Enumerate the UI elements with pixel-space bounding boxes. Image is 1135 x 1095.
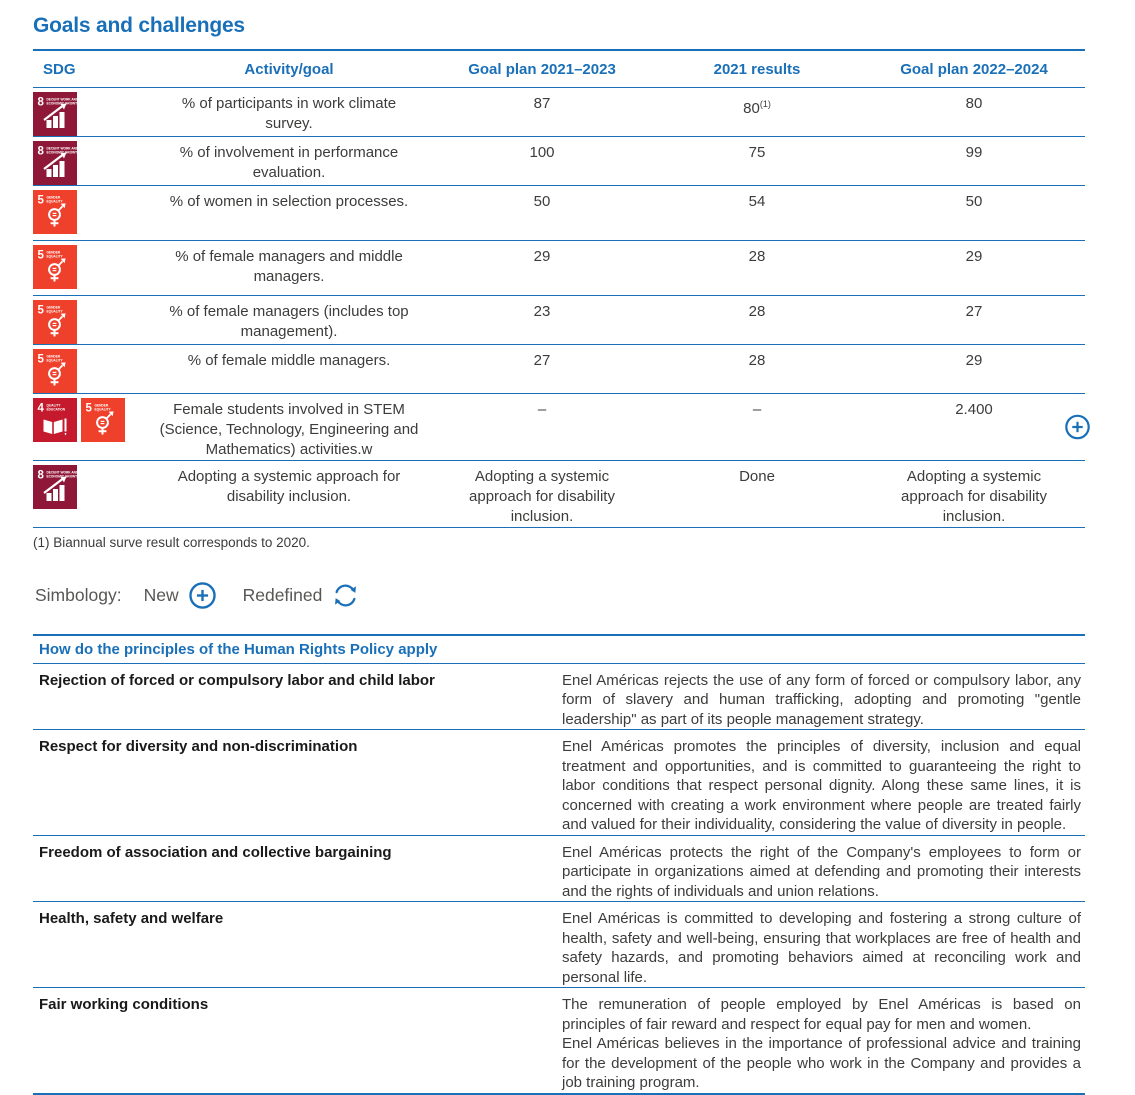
results-2021-cell: 80(1) (651, 86, 863, 136)
results-2021-cell: Done (651, 459, 863, 527)
principle-cell: Respect for diversity and non-discrimina… (33, 729, 559, 835)
table-row: % of women in selection processes. 50 54… (33, 184, 1085, 240)
sdg8-icon (33, 465, 77, 509)
table-footnote: (1) Biannual surve result corresponds to… (33, 534, 310, 550)
plan-2021-2023-cell: Adopting a systemic approach for disabil… (433, 459, 651, 527)
table-row: % of female managers (includes top manag… (33, 294, 1085, 344)
plan-2021-2023-cell: 27 (433, 343, 651, 393)
redefined-refresh-icon (331, 581, 360, 610)
sdg5-icon (81, 398, 125, 442)
goals-table: SDG Activity/goal Goal plan 2021–2023 20… (33, 49, 1085, 528)
new-label: New (143, 585, 179, 605)
footnote-marker: (1) (759, 98, 771, 109)
principle-cell: Rejection of forced or compulsory labor … (39, 671, 435, 689)
sdg5-icon (33, 349, 77, 393)
activity-cell: % of female managers (includes top manag… (145, 294, 433, 344)
goals-header-row: SDG Activity/goal Goal plan 2021–2023 20… (33, 49, 1085, 88)
activity-cell: % of involvement in performance evaluati… (145, 135, 433, 185)
col-header-sdg: SDG (33, 49, 145, 88)
principle-cell: Health, safety and welfare (33, 901, 559, 988)
new-goal-plus-icon (1064, 413, 1091, 440)
description-cell: Enel Américas is committed to developing… (559, 901, 1085, 988)
table-row: % of participants in work climate survey… (33, 86, 1085, 136)
simbology-legend: Simbology: New Redefined (35, 581, 1135, 611)
human-rights-table: How do the principles of the Human Right… (33, 633, 1085, 1095)
table-row: % of involvement in performance evaluati… (33, 135, 1085, 185)
page-title: Goals and challenges (33, 14, 245, 37)
table-row: Freedom of association and collective ba… (33, 834, 1085, 902)
results-2021-cell: 75 (651, 135, 863, 185)
results-2021-cell: 54 (651, 184, 863, 240)
table-row: Health, safety and welfare Enel Américas… (33, 901, 1085, 988)
plan-2022-2024-cell: 99 (863, 135, 1085, 185)
description-cell: Enel Américas protects the right of the … (559, 834, 1085, 902)
results-2021-cell: 28 (651, 239, 863, 295)
table-row: % of female middle managers. 27 28 29 (33, 343, 1085, 393)
report-page: Goals and challenges SDG Activity/goal G… (33, 14, 1135, 1095)
sdg5-icon (33, 190, 77, 234)
plan-2021-2023-cell: 23 (433, 294, 651, 344)
plan-2021-2023-cell: 50 (433, 184, 651, 240)
table-row: Fair working conditions The remuneration… (33, 987, 1085, 1094)
col-header-2021-results: 2021 results (651, 49, 863, 88)
table-row: Rejection of forced or compulsory labor … (33, 663, 1085, 730)
table-row: Respect for diversity and non-discrimina… (33, 729, 1085, 835)
sdg8-icon (33, 141, 77, 185)
plan-2022-2024-cell: 50 (863, 184, 1085, 240)
activity-cell: Adopting a systemic approach for disabil… (145, 459, 433, 527)
col-header-goal-plan-2021-2023: Goal plan 2021–2023 (433, 49, 651, 88)
hr-table-title: How do the principles of the Human Right… (33, 633, 1085, 664)
table-row: Adopting a systemic approach for disabil… (33, 459, 1085, 527)
plan-2022-2024-cell: 29 (863, 239, 1085, 295)
results-2021-cell: 28 (651, 343, 863, 393)
table-row: % of female managers and middle managers… (33, 239, 1085, 295)
plan-2021-2023-cell: – (433, 392, 651, 460)
plan-2022-2024-cell: 80 (863, 86, 1085, 136)
plan-2022-2024-cell: 2.400 (863, 392, 1085, 460)
plan-2021-2023-cell: 87 (433, 86, 651, 136)
principle-cell: Fair working conditions (33, 987, 559, 1094)
principle-cell: Freedom of association and collective ba… (33, 834, 559, 902)
plan-2022-2024-cell: 29 (863, 343, 1085, 393)
activity-cell: % of women in selection processes. (145, 184, 433, 240)
redefined-label: Redefined (242, 585, 323, 605)
description-cell: Enel Américas promotes the principles of… (559, 729, 1085, 835)
activity-cell: % of female managers and middle managers… (145, 239, 433, 295)
activity-cell: % of participants in work climate survey… (145, 86, 433, 136)
description-cell: The remuneration of people employed by E… (559, 987, 1085, 1094)
hr-header-row: How do the principles of the Human Right… (33, 633, 1085, 664)
description-cell: Enel Américas rejects the use of any for… (562, 671, 1081, 728)
results-2021-cell: – (651, 392, 863, 460)
activity-cell: % of female middle managers. (145, 343, 433, 393)
sdg4-icon (33, 398, 77, 442)
new-plus-icon (188, 581, 217, 610)
simbology-label: Simbology: (35, 585, 122, 605)
activity-cell: Female students involved in STEM (Scienc… (145, 392, 433, 460)
plan-2021-2023-cell: 29 (433, 239, 651, 295)
plan-2021-2023-cell: 100 (433, 135, 651, 185)
col-header-goal-plan-2022-2024: Goal plan 2022–2024 (863, 49, 1085, 88)
plan-2022-2024-cell: Adopting a systemic approach for disabil… (863, 459, 1085, 527)
sdg5-icon (33, 245, 77, 289)
results-2021-cell: 28 (651, 294, 863, 344)
sdg5-icon (33, 300, 77, 344)
col-header-activity: Activity/goal (145, 49, 433, 88)
sdg8-icon (33, 92, 77, 136)
plan-2022-2024-cell: 27 (863, 294, 1085, 344)
table-row: Female students involved in STEM (Scienc… (33, 392, 1085, 460)
